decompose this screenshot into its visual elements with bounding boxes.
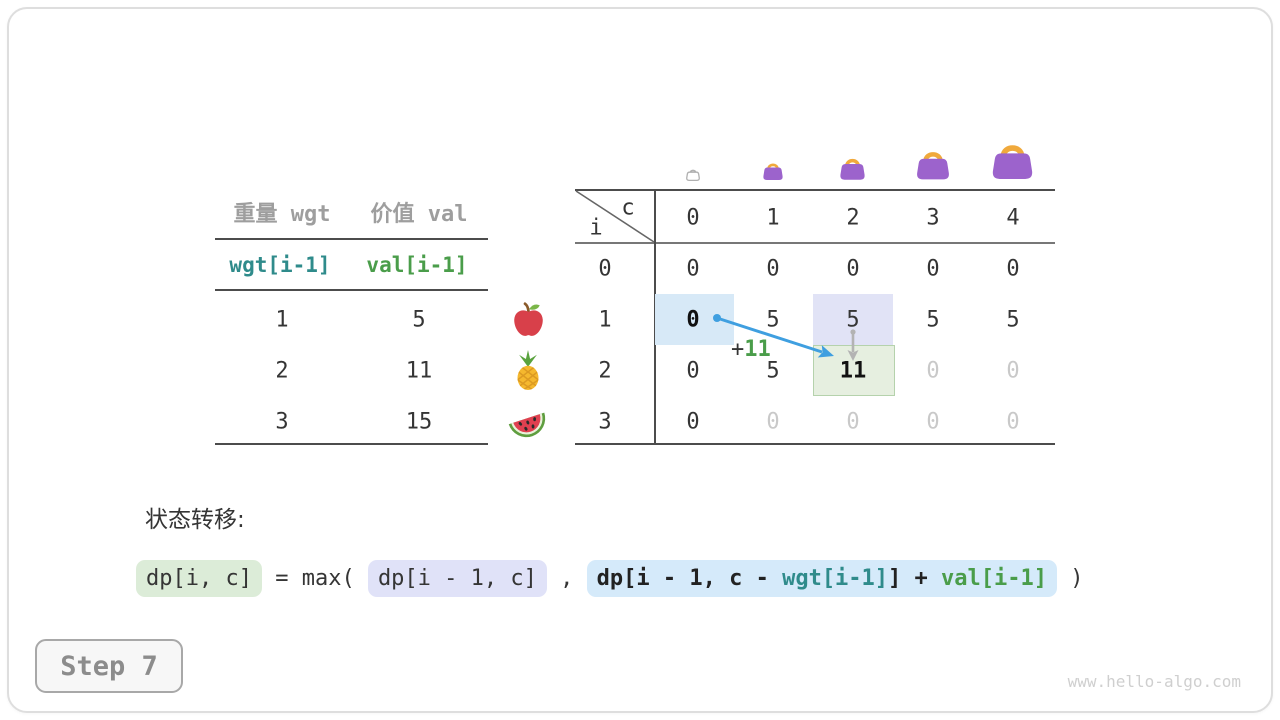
dp-cell: 0 <box>846 256 860 282</box>
formula-term-lavender-box: dp[i - 1, c] <box>367 560 547 597</box>
items-col-header: 价值 val <box>370 202 468 227</box>
items-cell: 3 <box>275 409 289 435</box>
items-index-header: wgt[i-1] <box>229 253 331 277</box>
items-cell: 15 <box>405 409 433 435</box>
dp-row-header: 0 <box>598 256 612 282</box>
bag-size-3-icon <box>913 143 953 181</box>
dp-cell: 0 <box>686 409 700 435</box>
dp-cell: 11 <box>839 358 867 384</box>
dp-cell: 0 <box>846 409 860 435</box>
formula-text: , <box>546 566 587 591</box>
dp-cell: 0 <box>1006 256 1020 282</box>
dp-cell: 0 <box>1006 409 1020 435</box>
items-col-header: 重量 wgt <box>233 202 331 227</box>
formula-term-blue-box: dp[i - 1, c - wgt[i-1]] + val[i-1] <box>586 560 1057 597</box>
watermelon-icon <box>504 398 551 445</box>
dp-cell: 0 <box>686 307 700 333</box>
items-cell: 2 <box>275 358 289 384</box>
dp-col-header: 2 <box>846 205 860 231</box>
dp-row-header: 3 <box>598 409 612 435</box>
dp-cell: 0 <box>686 358 700 384</box>
watermark: www.hello-algo.com <box>1067 672 1241 691</box>
dp-cell: 5 <box>766 307 780 333</box>
figure-card <box>7 7 1273 713</box>
annotation-plus: + <box>731 337 745 362</box>
formula-term-green-box: dp[i, c] <box>136 560 262 597</box>
formula-text: val[i-1] <box>941 566 1047 591</box>
items-table-rule-top <box>215 238 488 240</box>
bag-empty-icon <box>685 166 701 181</box>
dp-col-header: 0 <box>686 205 700 231</box>
dp-cell: 0 <box>926 358 940 384</box>
dp-col-header: 1 <box>766 205 780 231</box>
items-cell: 5 <box>412 307 426 333</box>
step-badge: Step 7 <box>35 639 183 693</box>
bag-size-1-icon <box>761 158 785 181</box>
dp-corner-row-var: i <box>589 215 603 241</box>
dp-cell: 0 <box>1006 358 1020 384</box>
pineapple-icon <box>507 349 549 391</box>
transition-label: 状态转移: <box>145 507 245 533</box>
apple-icon <box>508 299 549 340</box>
transition-formula: dp[i, c] = max( dp[i - 1, c] , dp[i - 1,… <box>136 560 1084 597</box>
formula-text: dp[i - 1, c] <box>377 566 537 591</box>
dp-table-rule-bottom <box>575 443 1055 445</box>
items-cell: 1 <box>275 307 289 333</box>
items-table-rule-bottom <box>215 443 488 445</box>
dp-row-header: 1 <box>598 307 612 333</box>
dp-corner-diagonal <box>575 190 655 243</box>
formula-text: = max( <box>261 566 368 591</box>
dp-row-header: 2 <box>598 358 612 384</box>
dp-cell: 5 <box>766 358 780 384</box>
formula-text: ] + <box>888 566 942 591</box>
formula-operator: ) <box>1057 560 1084 597</box>
formula-text: ) <box>1057 566 1084 591</box>
annotation-value: 11 <box>744 337 771 362</box>
dp-table-rule-top <box>575 189 1055 191</box>
dp-col-header: 3 <box>926 205 940 231</box>
dp-cell: 0 <box>766 256 780 282</box>
items-index-header: val[i-1] <box>366 253 468 277</box>
dp-cell: 0 <box>686 256 700 282</box>
dp-cell: 0 <box>926 409 940 435</box>
dp-col-header: 4 <box>1006 205 1020 231</box>
dp-cell: 5 <box>1006 307 1020 333</box>
items-cell: 11 <box>405 358 433 384</box>
dp-table-rule-header <box>575 242 1055 244</box>
bag-size-2-icon <box>837 152 868 181</box>
transition-annotation: +11 <box>731 337 771 362</box>
dp-cell: 0 <box>766 409 780 435</box>
formula-text: dp[i - 1, c - <box>596 566 783 591</box>
formula-operator: = max( <box>262 560 368 597</box>
formula-text: dp[i, c] <box>146 566 252 591</box>
formula-operator: , <box>547 560 587 597</box>
formula-text: wgt[i-1] <box>782 566 889 591</box>
dp-corner-col-var: c <box>621 195 635 221</box>
items-table-rule-mid <box>215 289 488 291</box>
dp-cell: 0 <box>926 256 940 282</box>
bag-size-4-icon <box>988 134 1037 181</box>
dp-cell: 5 <box>926 307 940 333</box>
dp-cell: 5 <box>846 307 860 333</box>
